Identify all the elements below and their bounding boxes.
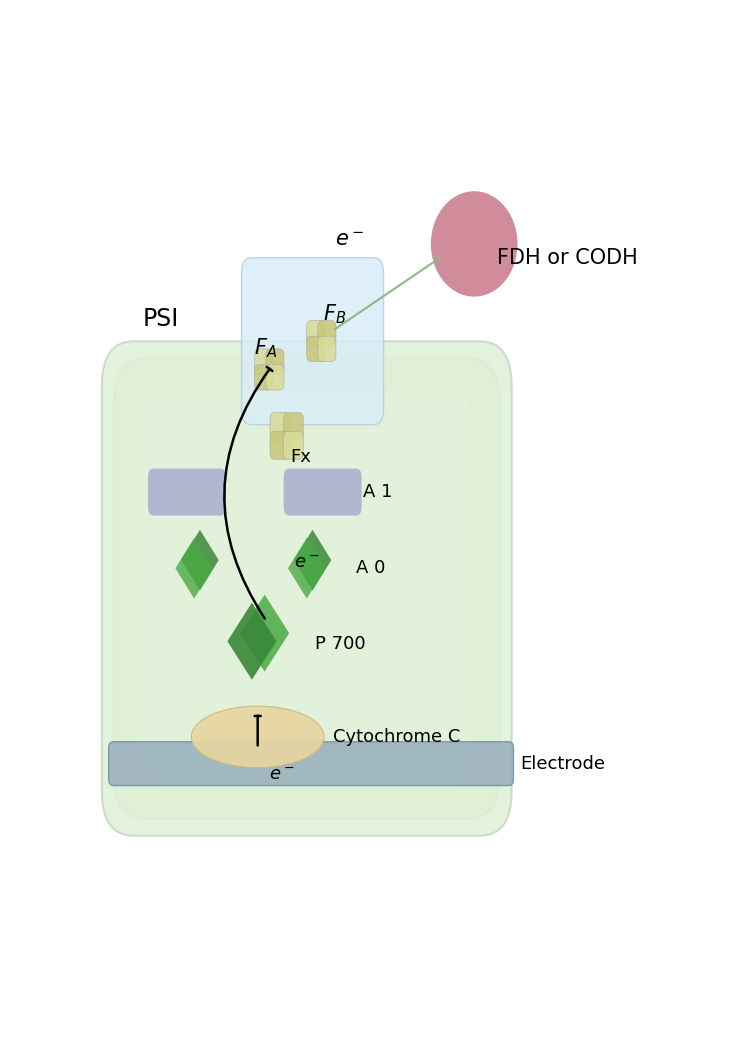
FancyBboxPatch shape [307,320,325,346]
Text: P 700: P 700 [315,635,366,653]
FancyBboxPatch shape [283,432,303,459]
FancyBboxPatch shape [102,341,512,836]
FancyBboxPatch shape [241,258,384,424]
Polygon shape [294,530,332,591]
Polygon shape [181,530,219,591]
Ellipse shape [431,192,518,297]
Text: $e^-$: $e^-$ [335,230,365,250]
FancyBboxPatch shape [266,349,284,375]
FancyBboxPatch shape [318,336,336,361]
FancyBboxPatch shape [114,358,500,819]
FancyBboxPatch shape [255,364,273,390]
FancyBboxPatch shape [109,741,513,786]
Polygon shape [288,538,326,599]
FancyBboxPatch shape [255,349,273,375]
FancyBboxPatch shape [318,320,336,346]
Polygon shape [175,538,213,599]
FancyBboxPatch shape [266,364,284,390]
FancyBboxPatch shape [307,336,325,361]
Text: A 1: A 1 [364,483,393,501]
FancyBboxPatch shape [270,413,290,440]
Text: FDH or CODH: FDH or CODH [497,247,638,267]
Text: $e^-$: $e^-$ [268,766,294,784]
Text: PSI: PSI [142,307,179,332]
Text: Electrode: Electrode [520,755,606,773]
FancyBboxPatch shape [148,469,226,516]
FancyBboxPatch shape [142,390,472,788]
Ellipse shape [191,707,324,768]
FancyBboxPatch shape [283,413,303,440]
FancyBboxPatch shape [284,469,361,516]
Text: $F_A$: $F_A$ [253,337,276,360]
Text: A 0: A 0 [356,559,385,577]
Text: $F_B$: $F_B$ [323,302,346,326]
Polygon shape [240,595,289,672]
Polygon shape [227,602,276,680]
FancyBboxPatch shape [270,432,290,459]
Text: $e^-$: $e^-$ [294,554,320,572]
Text: Fx: Fx [291,449,311,466]
Text: Cytochrome C: Cytochrome C [333,728,460,746]
